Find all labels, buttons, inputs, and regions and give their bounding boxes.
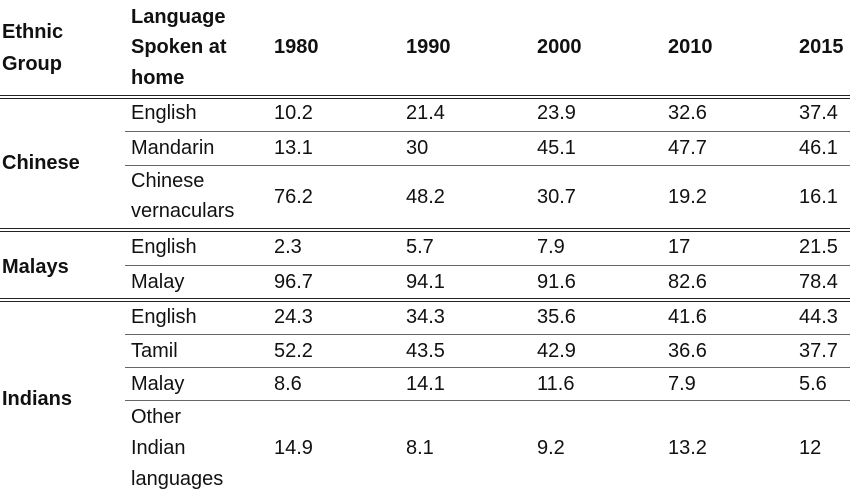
header-year-2000: 2000 xyxy=(537,36,582,58)
value-chinese-vernaculars-2010: 19.2 xyxy=(668,186,707,208)
group-rule-top xyxy=(0,228,850,229)
value-chinese-mandarin-2000: 45.1 xyxy=(537,137,576,159)
header-year-2015: 2015 xyxy=(799,36,844,58)
value-indians-english-2000: 35.6 xyxy=(537,306,576,328)
group-malays: Malays xyxy=(2,256,69,278)
value-chinese-english-2000: 23.9 xyxy=(537,102,576,124)
value-indians-malay-1990: 14.1 xyxy=(406,373,445,395)
header-year-1980: 1980 xyxy=(274,36,319,58)
group-rule-bottom xyxy=(0,231,850,232)
value-chinese-mandarin-1980: 13.1 xyxy=(274,137,313,159)
value-indians-malay-1980: 8.6 xyxy=(274,373,302,395)
header-year-2010: 2010 xyxy=(668,36,713,58)
header-rule-bottom xyxy=(0,98,850,99)
row-divider xyxy=(125,367,850,368)
value-indians-other-2000: 9.2 xyxy=(537,437,565,459)
value-malays-malay-1980: 96.7 xyxy=(274,271,313,293)
value-indians-tamil-2000: 42.9 xyxy=(537,340,576,362)
lang-chinese-vernaculars-line1: Chinese xyxy=(131,170,205,192)
value-chinese-vernaculars-1990: 48.2 xyxy=(406,186,445,208)
value-malays-english-2010: 17 xyxy=(668,236,691,258)
lang-indians-other-line2: Indian xyxy=(131,437,186,459)
value-chinese-mandarin-1990: 30 xyxy=(406,137,429,159)
header-ethnic-group-line2: Group xyxy=(2,53,62,75)
value-chinese-vernaculars-2000: 30.7 xyxy=(537,186,576,208)
group-rule-top xyxy=(0,298,850,299)
value-malays-english-2015: 21.5 xyxy=(799,236,838,258)
lang-chinese-mandarin: Mandarin xyxy=(131,137,215,159)
row-divider xyxy=(125,265,850,266)
value-chinese-mandarin-2015: 46.1 xyxy=(799,137,838,159)
value-indians-other-2015: 12 xyxy=(799,437,822,459)
value-chinese-english-2015: 37.4 xyxy=(799,102,838,124)
value-chinese-english-1990: 21.4 xyxy=(406,102,445,124)
value-indians-english-1990: 34.3 xyxy=(406,306,445,328)
header-language-line2: Spoken at xyxy=(131,36,227,58)
value-chinese-mandarin-2010: 47.7 xyxy=(668,137,707,159)
value-indians-other-1980: 14.9 xyxy=(274,437,313,459)
value-chinese-vernaculars-1980: 76.2 xyxy=(274,186,313,208)
value-malays-malay-2000: 91.6 xyxy=(537,271,576,293)
value-indians-other-1990: 8.1 xyxy=(406,437,434,459)
value-indians-malay-2010: 7.9 xyxy=(668,373,696,395)
value-indians-tamil-1990: 43.5 xyxy=(406,340,445,362)
group-indians: Indians xyxy=(2,388,73,410)
lang-indians-tamil: Tamil xyxy=(131,340,178,362)
lang-indians-other-line1: Other xyxy=(131,406,182,428)
value-chinese-english-1980: 10.2 xyxy=(274,102,313,124)
value-indians-english-2015: 44.3 xyxy=(799,306,838,328)
value-malays-english-1990: 5.7 xyxy=(406,236,434,258)
value-malays-malay-2010: 82.6 xyxy=(668,271,707,293)
value-indians-other-2010: 13.2 xyxy=(668,437,707,459)
lang-indians-malay: Malay xyxy=(131,373,185,395)
value-indians-malay-2015: 5.6 xyxy=(799,373,827,395)
value-indians-english-1980: 24.3 xyxy=(274,306,313,328)
header-language-line1: Language xyxy=(131,6,226,28)
value-malays-english-2000: 7.9 xyxy=(537,236,565,258)
row-divider xyxy=(125,400,850,401)
lang-indians-other-line3: languages xyxy=(131,468,224,490)
header-ethnic-group-line1: Ethnic xyxy=(2,21,64,43)
value-indians-tamil-2010: 36.6 xyxy=(668,340,707,362)
lang-chinese-vernaculars-line2: vernaculars xyxy=(131,200,235,222)
lang-chinese-english: English xyxy=(131,102,197,124)
group-rule-bottom xyxy=(0,301,850,302)
lang-indians-english: English xyxy=(131,306,197,328)
value-malays-malay-2015: 78.4 xyxy=(799,271,838,293)
value-malays-malay-1990: 94.1 xyxy=(406,271,445,293)
lang-malays-english: English xyxy=(131,236,197,258)
value-malays-english-1980: 2.3 xyxy=(274,236,302,258)
group-chinese: Chinese xyxy=(2,152,80,174)
value-indians-tamil-2015: 37.7 xyxy=(799,340,838,362)
header-rule-top xyxy=(0,95,850,96)
row-divider xyxy=(125,165,850,166)
value-chinese-vernaculars-2015: 16.1 xyxy=(799,186,838,208)
value-chinese-english-2010: 32.6 xyxy=(668,102,707,124)
row-divider xyxy=(125,131,850,132)
header-language-line3: home xyxy=(131,67,185,89)
header-year-1990: 1990 xyxy=(406,36,451,58)
lang-malays-malay: Malay xyxy=(131,271,185,293)
row-divider xyxy=(125,334,850,335)
value-indians-english-2010: 41.6 xyxy=(668,306,707,328)
value-indians-tamil-1980: 52.2 xyxy=(274,340,313,362)
value-indians-malay-2000: 11.6 xyxy=(537,373,575,395)
